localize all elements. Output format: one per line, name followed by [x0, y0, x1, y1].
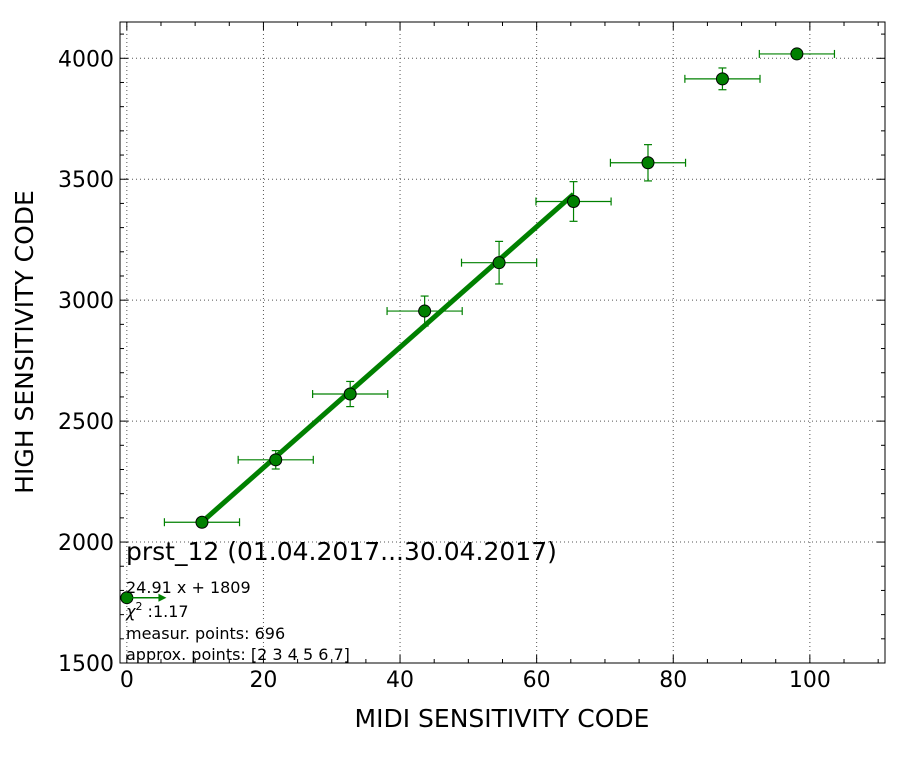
fit-equation-text: 24.91 x + 1809 — [126, 578, 251, 597]
axes-frame — [119, 21, 886, 664]
annotations: prst_12 (01.04.2017...30.04.2017) 24.91 … — [125, 537, 557, 664]
data-point — [195, 515, 209, 529]
axis-ticks — [120, 22, 885, 664]
chi2-superscript: 2 — [135, 600, 142, 613]
x-tick-label: 100 — [789, 668, 831, 693]
y-tick-label: 1500 — [58, 652, 114, 677]
approx-points-text: approx. points: [2 3 4 5 6 7] — [126, 645, 350, 664]
chart-title-annotation: prst_12 (01.04.2017...30.04.2017) — [126, 537, 557, 566]
data-point — [343, 387, 357, 401]
data-point — [641, 156, 655, 170]
fit-line-group — [200, 192, 576, 524]
data-point — [790, 47, 804, 61]
y-tick-label: 3000 — [58, 289, 114, 314]
measur-points-text: measur. points: 696 — [126, 624, 285, 643]
chi2-value: :1.17 — [142, 602, 188, 621]
tick-labels: 0 20 40 60 80 100 1500 2000 2500 3000 3500 4000 — [58, 47, 831, 693]
x-tick-label: 40 — [386, 668, 414, 693]
data-point — [715, 72, 729, 86]
y-axis-title: HIGH SENSITIVITY CODE — [10, 190, 39, 494]
grid-lines — [120, 22, 885, 663]
x-tick-label: 0 — [120, 668, 134, 693]
data-point — [269, 453, 283, 467]
y-tick-label: 2500 — [58, 410, 114, 435]
error-bars — [163, 49, 836, 527]
data-points — [120, 47, 804, 605]
y-tick-label: 2000 — [58, 531, 114, 556]
chi2-symbol: χ — [125, 602, 136, 621]
x-axis-title: MIDI SENSITIVITY CODE — [355, 704, 650, 733]
y-tick-label: 4000 — [58, 47, 114, 72]
arrow-head — [158, 593, 167, 602]
data-point — [418, 304, 432, 318]
chi2-text: χ2 :1.17 — [125, 600, 189, 621]
x-tick-label: 20 — [249, 668, 277, 693]
y-tick-label: 3500 — [58, 168, 114, 193]
data-point — [492, 256, 506, 270]
x-tick-label: 60 — [523, 668, 551, 693]
data-point — [567, 194, 581, 208]
x-tick-label: 80 — [659, 668, 687, 693]
fit-line — [200, 192, 576, 524]
